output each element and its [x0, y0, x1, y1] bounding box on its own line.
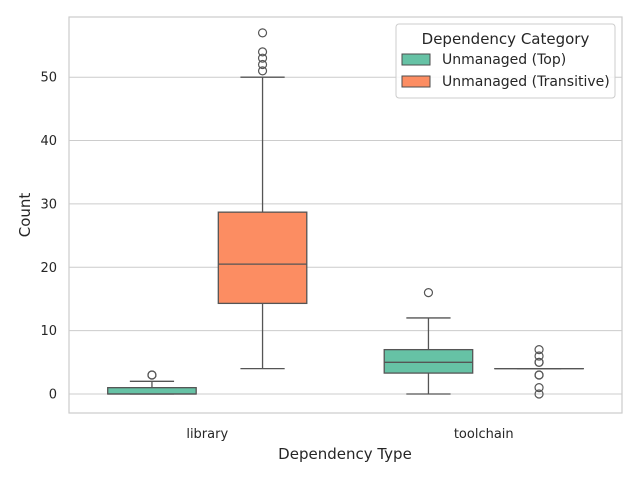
outlier-point [257, 47, 268, 57]
outlier-point [257, 59, 268, 70]
outlier-point [534, 357, 544, 367]
outlier-point [257, 66, 268, 76]
x-axis-label: Dependency Type [278, 445, 412, 463]
y-axis-ticks: 0 10 20 30 40 50 [40, 71, 57, 403]
box-iqr [383, 348, 474, 374]
outlier-point [534, 351, 544, 361]
y-tick-label-5: 50 [40, 71, 57, 86]
legend-label-transitive: Unmanaged (Transitive) [442, 74, 610, 90]
x-axis-ticks: library toolchain [186, 427, 513, 442]
box-toolchain-0 [383, 288, 474, 395]
outlier-point [147, 370, 157, 380]
legend-swatch-transitive [401, 75, 431, 88]
outlier-point [534, 370, 544, 380]
box-toolchain-1 [494, 345, 584, 399]
y-tick-label-4: 40 [40, 134, 57, 149]
outlier-point [534, 383, 544, 393]
legend-swatch-top [401, 53, 431, 66]
box-library-1 [217, 28, 308, 370]
legend-label-top: Unmanaged (Top) [442, 52, 566, 68]
boxes-layer [107, 28, 584, 399]
outlier-point [257, 53, 268, 63]
outlier-point [534, 345, 544, 355]
box-library-0 [107, 370, 197, 395]
x-tick-label-toolchain: toolchain [454, 427, 514, 442]
y-tick-label-3: 30 [40, 197, 57, 212]
y-tick-label-1: 10 [40, 324, 57, 339]
outlier-point [534, 389, 544, 399]
legend-frame [395, 23, 616, 99]
outlier-point [257, 28, 268, 38]
y-tick-label-0: 0 [49, 387, 57, 402]
box-iqr [107, 387, 197, 395]
plot-frame [68, 16, 623, 414]
legend-title: Dependency Category [422, 30, 590, 48]
y-tick-label-2: 20 [40, 261, 57, 276]
outlier-point [423, 288, 434, 298]
box-iqr [217, 211, 308, 305]
x-tick-label-library: library [186, 427, 228, 442]
legend: Dependency Category Unmanaged (Top) Unma… [395, 23, 616, 99]
y-axis-label: Count [16, 193, 34, 238]
